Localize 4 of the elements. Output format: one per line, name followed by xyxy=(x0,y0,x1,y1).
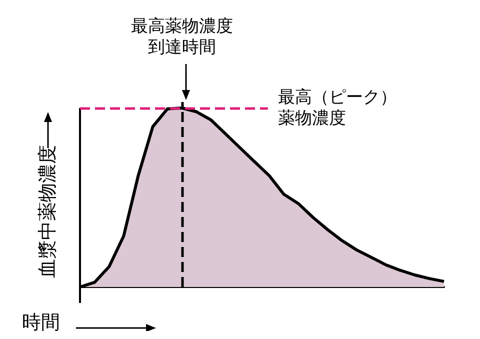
text: 最高薬物濃度到達時間 xyxy=(130,16,233,58)
ref-line-label: 最高（ピーク）薬物濃度 xyxy=(278,88,397,128)
y-axis-title: 血漿中薬物濃度 xyxy=(36,145,58,278)
x-axis-title: 時間 xyxy=(22,312,60,334)
